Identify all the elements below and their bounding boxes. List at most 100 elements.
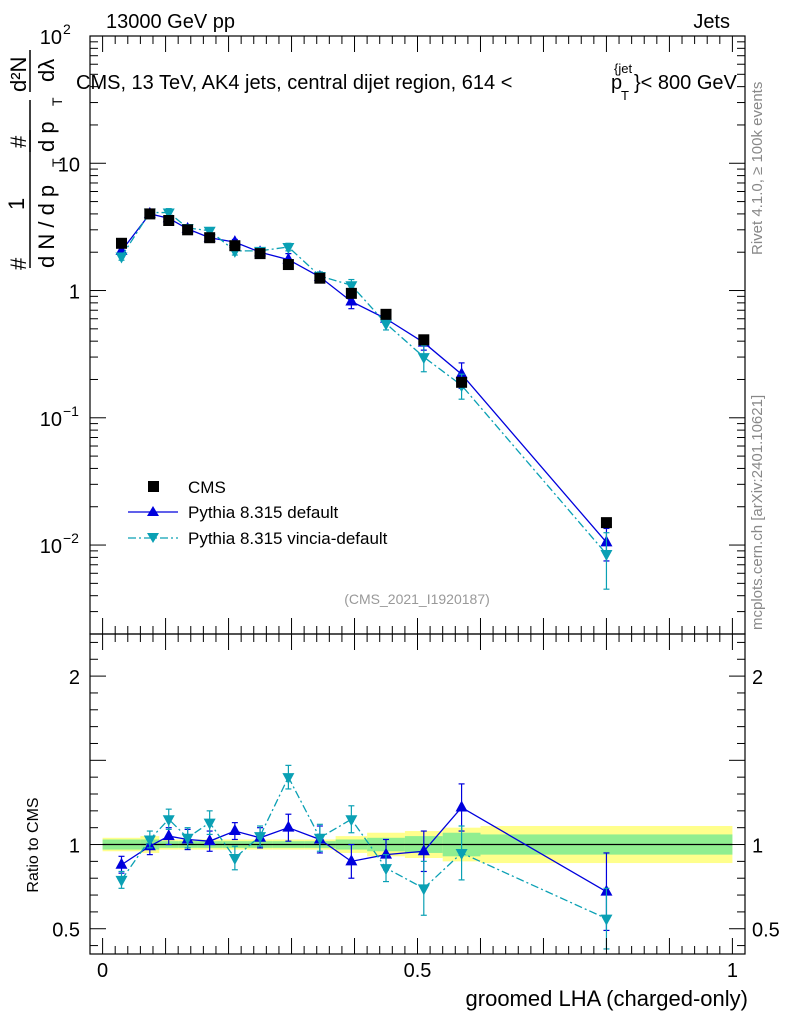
x-tick-label: 0 xyxy=(97,960,108,982)
ratio-y-tick-label-right: 1 xyxy=(752,836,763,858)
plot-title: CMS, 13 TeV, AK4 jets, central dijet reg… xyxy=(76,61,738,103)
main-y-label: # 1 d N / d p T # d p T d²N dλ xyxy=(4,50,65,270)
ratio-y-label: Ratio to CMS xyxy=(25,797,42,892)
x-tick-label: 1 xyxy=(727,960,738,982)
ratio-panel: 0.5 0.5 1 1 2 2 0 0.5 1 xyxy=(52,633,780,982)
main-point xyxy=(345,281,358,293)
legend-label-pythia-vincia: Pythia 8.315 vincia-default xyxy=(188,529,388,548)
title-p: p xyxy=(611,72,622,94)
main-y-tick-label: 10 xyxy=(58,154,80,176)
ratio-y-tick-label-right: 0.5 xyxy=(752,920,780,942)
ratio-point xyxy=(115,857,128,869)
ratio-y-tick-label-left: 1 xyxy=(69,836,80,858)
x-tick-label: 0.5 xyxy=(404,960,432,982)
main-point xyxy=(254,248,266,260)
collision-label: 13000 GeV pp xyxy=(106,11,235,33)
ratio-point xyxy=(282,773,295,785)
main-point xyxy=(345,287,357,299)
main-point xyxy=(380,319,393,331)
main-point xyxy=(282,242,295,254)
ratio-point xyxy=(345,815,358,827)
main-y-tick-label: 10 −1 xyxy=(40,403,79,431)
legend-item-pythia-vincia: Pythia 8.315 vincia-default xyxy=(128,529,388,548)
ratio-frame xyxy=(89,633,746,955)
main-y-tick-exp: −2 xyxy=(63,530,79,546)
legend-label-pythia-default: Pythia 8.315 default xyxy=(188,503,339,522)
ratio-point xyxy=(203,834,216,846)
ratio-point xyxy=(162,829,175,841)
main-y-tick-base: 10 xyxy=(40,409,62,431)
ratio-point xyxy=(143,835,156,847)
jets-label: Jets xyxy=(693,11,730,33)
ratio-point xyxy=(282,820,295,832)
rivet-version-label: Rivet 4.1.0, ≥ 100k events xyxy=(749,82,766,255)
ratio-point xyxy=(455,848,468,860)
ratio-point xyxy=(181,833,194,845)
main-y-tick-base: 10 xyxy=(58,154,80,176)
ratio-point xyxy=(417,844,430,856)
ratio-point xyxy=(115,875,128,887)
main-point xyxy=(182,224,194,236)
legend: CMS Pythia 8.315 default Pythia 8.315 vi… xyxy=(128,478,388,548)
ylabel-dlambda: dλ xyxy=(34,59,59,82)
ylabel-frac-den: d N / d p xyxy=(34,185,59,268)
x-axis-label: groomed LHA (charged-only) xyxy=(466,986,748,1011)
legend-label-cms: CMS xyxy=(188,478,226,497)
main-point xyxy=(115,237,127,249)
title-main: CMS, 13 TeV, AK4 jets, central dijet reg… xyxy=(76,72,512,94)
ratio-line-pythia-8-315-vincia-default xyxy=(120,775,607,920)
ratio-point xyxy=(380,847,393,859)
main-point xyxy=(417,353,430,365)
legend-marker-pythia-vincia xyxy=(147,533,159,543)
main-y-tick-label: 1 xyxy=(69,282,80,304)
legend-item-cms: CMS xyxy=(148,478,226,497)
ratio-series-pythia-8-315-vincia-default xyxy=(115,764,613,950)
main-point xyxy=(600,517,612,529)
ratio-point xyxy=(417,884,430,896)
legend-item-pythia-default: Pythia 8.315 default xyxy=(128,503,339,522)
main-point xyxy=(345,294,358,306)
ratio-y-tick-label-left: 2 xyxy=(69,667,80,689)
ratio-marks xyxy=(115,764,613,950)
ylabel-hash2-num: # xyxy=(6,135,31,148)
ratio-point xyxy=(254,832,267,844)
main-marks xyxy=(115,206,613,590)
title-sub: T xyxy=(621,88,629,103)
main-point xyxy=(418,334,430,346)
main-point xyxy=(456,376,468,388)
main-y-tick-exp: 2 xyxy=(63,21,71,37)
ylabel-frac-num: 1 xyxy=(4,198,29,210)
ratio-point xyxy=(600,914,613,926)
main-point xyxy=(282,259,294,271)
mcplots-label: mcplots.cern.ch [arXiv:2401.10621] xyxy=(749,395,766,630)
ratio-point xyxy=(203,818,216,830)
ylabel-hash2-den: d p xyxy=(34,121,59,152)
legend-marker-cms xyxy=(148,481,159,492)
main-y-tick-base: 10 xyxy=(40,27,62,49)
ratio-axes: 0.5 0.5 1 1 2 2 0 0.5 1 xyxy=(52,634,780,982)
ratio-point xyxy=(313,833,326,845)
ratio-point xyxy=(162,815,175,827)
main-y-tick-base: 10 xyxy=(40,536,62,558)
main-point xyxy=(455,367,468,379)
main-point xyxy=(229,240,241,252)
main-y-tick-base: 1 xyxy=(69,282,80,304)
main-y-tick-label: 10 −2 xyxy=(40,530,79,558)
ylabel-hash2-den-sub: T xyxy=(49,97,65,106)
ratio-point xyxy=(228,854,241,865)
ylabel-frac-den-sub: T xyxy=(49,158,65,167)
ylabel-d2n: d²N xyxy=(6,57,31,92)
ratio-point xyxy=(345,854,358,866)
main-y-tick-exp: −1 xyxy=(63,403,79,419)
ratio-point xyxy=(380,864,393,876)
ratio-point xyxy=(228,824,241,836)
ratio-y-tick-label-right: 2 xyxy=(752,667,763,689)
main-point xyxy=(600,550,613,562)
main-point xyxy=(204,232,216,244)
main-point xyxy=(144,208,156,220)
main-y-tick-label: 10 2 xyxy=(40,21,71,49)
ratio-point xyxy=(455,800,468,812)
main-point xyxy=(380,308,392,320)
